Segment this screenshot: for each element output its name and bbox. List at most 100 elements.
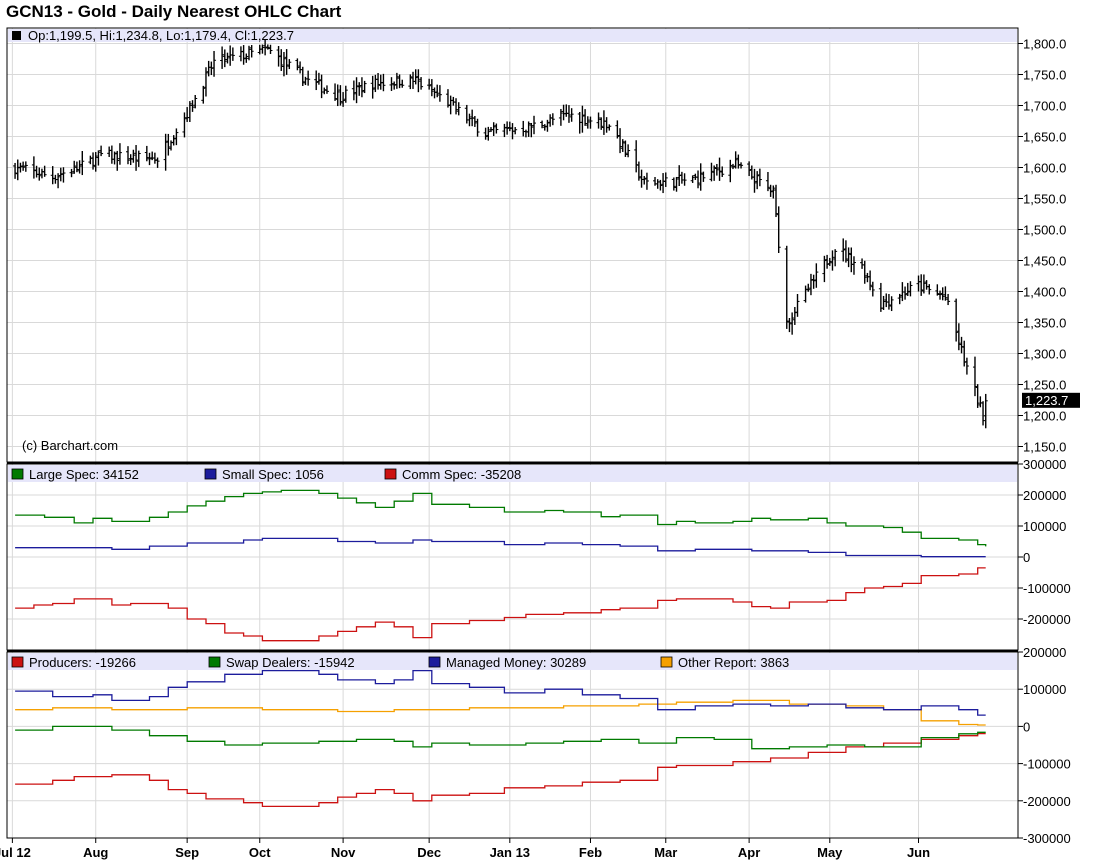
ohlc-bar xyxy=(868,270,873,291)
ohlc-bar xyxy=(908,281,913,297)
ohlc-bar xyxy=(107,146,112,157)
series-line-large-spec xyxy=(15,489,987,547)
legend-swatch-comm-spec xyxy=(384,468,397,480)
ohlc-bar xyxy=(728,159,733,183)
ohlc-bar xyxy=(752,168,757,193)
ohlc-bar xyxy=(56,173,61,189)
ohlc-bar xyxy=(220,46,225,69)
ohlc-bar xyxy=(959,336,964,354)
ohlc-bar xyxy=(981,401,986,426)
y-tick-label: 200000 xyxy=(1023,645,1066,660)
y-tick-label: 100000 xyxy=(1023,682,1066,697)
ohlc-bar xyxy=(502,123,507,138)
x-tick-label: May xyxy=(817,845,843,860)
ohlc-bar xyxy=(362,80,367,94)
ohlc-bar xyxy=(870,281,875,297)
ohlc-bar xyxy=(935,284,940,296)
ohlc-bar xyxy=(604,117,609,133)
ohlc-bar xyxy=(435,84,440,98)
ohlc-bar xyxy=(295,58,300,71)
x-tick-label: Apr xyxy=(738,845,760,860)
ohlc-bar xyxy=(830,250,835,271)
ohlc-bar xyxy=(467,113,472,127)
ohlc-bar xyxy=(306,70,311,86)
series-line-small-spec xyxy=(15,537,986,558)
ohlc-bar xyxy=(529,122,534,138)
x-tick-label: Jan 13 xyxy=(490,845,530,860)
ohlc-bar xyxy=(155,157,160,168)
series-line-producers xyxy=(15,732,986,808)
ohlc-bar xyxy=(74,161,79,173)
ohlc-bar xyxy=(776,206,781,254)
y-tick-label: -100000 xyxy=(1023,581,1071,596)
y-tick-label: 1,750.0 xyxy=(1023,68,1066,83)
ohlc-bar xyxy=(314,70,319,91)
ohlc-bar xyxy=(548,114,553,127)
ohlc-bar xyxy=(505,121,510,135)
y-tick-label: 1,350.0 xyxy=(1023,316,1066,331)
y-tick-label: 1,600.0 xyxy=(1023,161,1066,176)
ohlc-bar xyxy=(343,85,348,103)
y-tick-label: 1,250.0 xyxy=(1023,378,1066,393)
ohlc-bar xyxy=(921,274,926,294)
x-tick-label: Jun xyxy=(907,845,930,860)
ohlc-bar xyxy=(389,77,394,91)
ohlc-bar xyxy=(427,78,432,90)
ohlc-bar xyxy=(521,120,526,137)
ohlc-bar xyxy=(790,312,795,335)
ohlc-bar xyxy=(134,145,139,171)
ohlc-bar xyxy=(653,177,658,186)
ohlc-bar xyxy=(408,74,413,90)
ohlc-bar xyxy=(77,160,82,174)
ohlc-bar xyxy=(814,263,819,288)
ohlc-bar xyxy=(975,384,980,408)
ohlc-bar xyxy=(429,79,434,97)
legend-label-small-spec: Small Spec: 1056 xyxy=(222,467,324,482)
legend-swatch-large-spec xyxy=(11,468,24,480)
legend-swatch-other-report xyxy=(660,656,673,668)
ohlc-bar xyxy=(163,133,168,171)
y-tick-label: 1,700.0 xyxy=(1023,99,1066,114)
ohlc-bar xyxy=(475,118,480,137)
legend-swatch-managed-money xyxy=(428,656,441,668)
ohlc-bar xyxy=(513,127,518,135)
ohlc-bar xyxy=(881,295,886,311)
ohlc-bar xyxy=(187,101,192,123)
ohlc-bar xyxy=(419,77,424,90)
ohlc-bar xyxy=(276,46,281,67)
ohlc-bar xyxy=(755,171,760,190)
y-tick-label: 100000 xyxy=(1023,519,1066,534)
ohlc-bar xyxy=(564,104,569,117)
ohlc-bar xyxy=(268,44,273,55)
ohlc-bar xyxy=(392,81,397,90)
ohlc-bar xyxy=(712,165,717,181)
ohlc-bar xyxy=(241,45,246,65)
ohlc-bar xyxy=(316,72,321,85)
ohlc-bar xyxy=(663,172,668,187)
ohlc-bar xyxy=(432,87,437,99)
legend-label-other-report: Other Report: 3863 xyxy=(678,655,789,670)
ohlc-bar xyxy=(526,121,531,137)
ohlc-bar xyxy=(851,256,856,275)
legend-label-large-spec: Large Spec: 34152 xyxy=(29,467,139,482)
ohlc-bar xyxy=(825,254,830,269)
ohlc-bar xyxy=(924,280,929,290)
ohlc-bar xyxy=(182,112,187,138)
ohlc-bar xyxy=(445,89,450,108)
ohlc-bar xyxy=(938,290,943,300)
chart-title: GCN13 - Gold - Daily Nearest OHLC Chart xyxy=(6,2,342,21)
ohlc-bar xyxy=(736,154,741,169)
ohlc-bar xyxy=(303,76,308,86)
ohlc-bar xyxy=(540,120,545,129)
ohlc-bar xyxy=(456,102,461,116)
ohlc-bar xyxy=(381,73,386,92)
ohlc-bar xyxy=(174,128,179,146)
ohlc-bar xyxy=(601,110,606,135)
y-tick-label: 1,450.0 xyxy=(1023,254,1066,269)
x-tick-label: Oct xyxy=(249,845,271,860)
panel-border xyxy=(6,27,1019,463)
ohlc-bar xyxy=(93,152,98,172)
ohlc-bar xyxy=(491,122,496,137)
ohlc-bar xyxy=(279,49,284,71)
